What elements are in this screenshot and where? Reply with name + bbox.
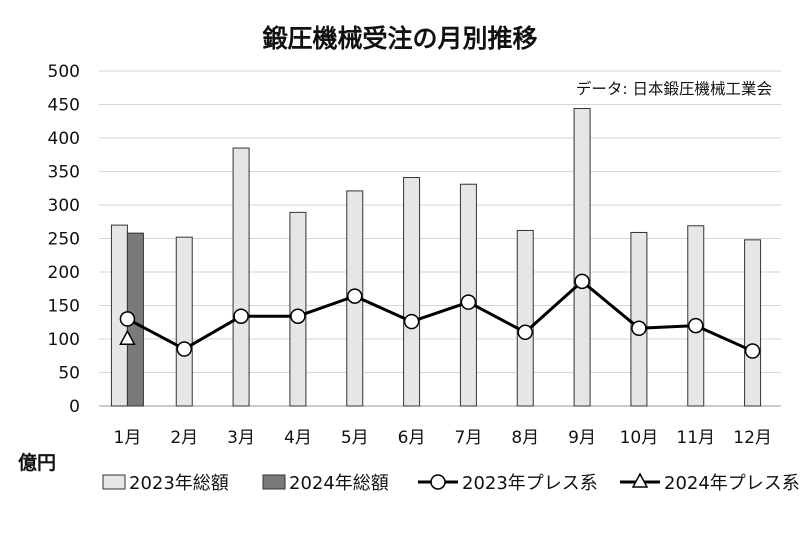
x-tick-label: 5月 <box>341 428 369 448</box>
data-point-circle <box>744 343 761 359</box>
y-tick-label: 500 <box>48 62 80 82</box>
data-point-circle <box>403 313 420 330</box>
y-tick-label: 450 <box>48 96 80 116</box>
gridlines <box>99 70 781 407</box>
y-tick-label: 350 <box>48 163 80 183</box>
y-tick-label: 50 <box>58 364 80 384</box>
bar <box>744 239 762 407</box>
x-tick-label: 12月 <box>733 428 772 448</box>
data-point-circle <box>233 308 249 324</box>
data-point-circle <box>631 320 647 337</box>
data-point-circle <box>119 311 136 327</box>
x-tick-label: 7月 <box>455 428 483 448</box>
data-point-circle <box>176 341 192 357</box>
x-tick-label: 8月 <box>511 428 539 448</box>
y-tick-label: 400 <box>48 129 80 149</box>
markers <box>119 273 761 359</box>
bar <box>232 147 250 407</box>
y-axis-unit-label: 億円 <box>18 451 56 474</box>
y-tick-label: 100 <box>48 330 80 350</box>
legend-swatch <box>102 474 126 490</box>
bar <box>516 229 534 407</box>
y-tick-label: 250 <box>48 230 80 250</box>
series-line <box>126 279 754 353</box>
bar <box>573 108 591 407</box>
legend: 2023年総額 2024年総額 2023年プレス系 2024年プレス系 <box>102 472 800 494</box>
bar <box>403 177 421 407</box>
bar <box>687 225 705 407</box>
bar <box>630 231 648 407</box>
data-point-triangle <box>119 329 136 345</box>
x-tick-label: 11月 <box>676 428 715 448</box>
y-tick-label: 200 <box>48 263 80 283</box>
y-tick-label: 150 <box>48 297 80 317</box>
data-point-circle <box>688 317 704 334</box>
legend-marker-circle <box>430 474 446 490</box>
data-point-circle <box>347 288 363 304</box>
x-tick-label: 9月 <box>568 428 596 448</box>
legend-label: 2023年プレス系 <box>462 473 598 494</box>
chart-title: 鍛圧機械受注の月別推移 <box>262 24 537 53</box>
x-tick-labels: 1月 2月 3月 4月 5月 6月 7月 8月 9月 10月 11月 12月 <box>114 428 772 448</box>
x-tick-label: 3月 <box>227 428 255 448</box>
data-point-circle <box>290 308 306 324</box>
legend-label: 2023年総額 <box>129 473 229 494</box>
legend-marker-triangle <box>631 472 649 488</box>
x-tick-label: 1月 <box>114 428 142 448</box>
series-lines <box>126 279 754 353</box>
x-tick-label: 6月 <box>398 428 426 448</box>
x-tick-label: 4月 <box>284 428 312 448</box>
y-tick-label: 300 <box>48 196 80 216</box>
source-annotation: データ: 日本鍛圧機械工業会 <box>576 79 772 98</box>
bar <box>175 236 193 407</box>
bars <box>110 108 762 407</box>
data-point-circle <box>460 294 477 310</box>
legend-label: 2024年プレス系 <box>664 473 800 494</box>
legend-swatch <box>262 474 286 490</box>
y-tick-labels: 0 50 100 150 200 250 300 350 400 450 500 <box>48 62 80 417</box>
x-tick-label: 10月 <box>620 428 659 448</box>
data-point-circle <box>517 324 533 341</box>
legend-label: 2024年総額 <box>289 473 389 494</box>
data-point-circle <box>574 273 590 290</box>
x-tick-label: 2月 <box>170 428 198 448</box>
y-tick-label: 0 <box>69 397 80 417</box>
